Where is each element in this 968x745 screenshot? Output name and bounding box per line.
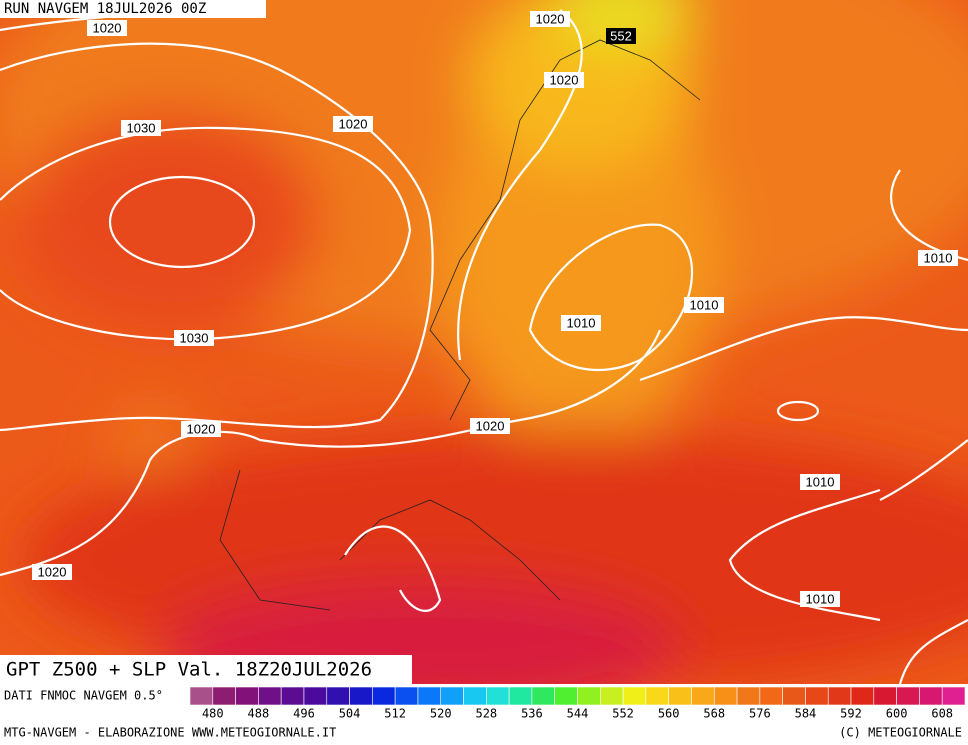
isobar-label: 1010 xyxy=(806,591,835,606)
colorbar-swatch xyxy=(212,686,236,706)
colorbar-tick-label: 544 xyxy=(567,707,589,721)
isobar-label: 1010 xyxy=(924,250,953,265)
colorbar-swatch xyxy=(599,686,624,706)
colorbar-tick-label: 576 xyxy=(749,707,771,721)
isobar-label: 1020 xyxy=(187,421,216,436)
colorbar-tick-label: 520 xyxy=(430,707,452,721)
colorbar-swatch xyxy=(713,686,738,706)
isobar-label: 1030 xyxy=(180,330,209,345)
run-header: RUN NAVGEM 18JUL2026 00Z xyxy=(4,1,206,17)
colorbar-tick-label: 496 xyxy=(293,707,315,721)
colorbar-swatch xyxy=(805,686,829,706)
colorbar-tick-label: 608 xyxy=(931,707,953,721)
colorbar-swatch xyxy=(645,686,669,706)
colorbar-swatch xyxy=(280,686,305,706)
colorbar-swatch xyxy=(189,686,214,706)
colorbar-tick-label: 512 xyxy=(384,707,406,721)
isobar-label: 1020 xyxy=(38,564,67,579)
colorbar-tick-label: 584 xyxy=(795,707,817,721)
colorbar-swatch xyxy=(827,686,852,706)
colorbar-swatch xyxy=(668,686,692,706)
colorbar-swatch xyxy=(486,686,510,706)
isobar-label: 1020 xyxy=(93,20,122,35)
footer-left: MTG-NAVGEM - ELABORAZIONE WWW.METEOGIORN… xyxy=(4,726,336,740)
colorbar-swatch xyxy=(577,686,601,706)
isobar-label: 1030 xyxy=(127,120,156,135)
colorbar-tick-label: 568 xyxy=(703,707,725,721)
map: 1020 1020 552 1020 1020 1030 1010 1010 1… xyxy=(0,0,968,684)
colorbar-tick-label: 504 xyxy=(339,707,361,721)
isobar-label: 552 xyxy=(610,28,632,43)
colorbar-swatch xyxy=(850,686,875,706)
isobar-label: 1020 xyxy=(550,72,579,87)
colorbar-tick-label: 480 xyxy=(202,707,224,721)
colorbar-swatch xyxy=(896,686,920,706)
footer-right: (C) METEOGIORNALE xyxy=(839,726,962,740)
colorbar-tick-label: 488 xyxy=(248,707,270,721)
colorbar-swatch xyxy=(531,686,556,706)
isobar-label: 1020 xyxy=(536,11,565,26)
colorbar-swatch xyxy=(782,686,806,706)
colorbar-swatch xyxy=(372,686,396,706)
isobar-label: 1010 xyxy=(690,297,719,312)
map-title: GPT Z500 + SLP Val. 18Z20JUL2026 xyxy=(6,659,372,681)
colorbar-swatch xyxy=(759,686,783,706)
colorbar-tick-label: 560 xyxy=(658,707,680,721)
colorbar-swatch xyxy=(235,686,259,706)
colorbar-swatch xyxy=(508,686,533,706)
colorbar-tick-label: 552 xyxy=(612,707,634,721)
isobar-label: 1010 xyxy=(567,315,596,330)
colorbar-swatch xyxy=(736,686,761,706)
coastline xyxy=(219,39,701,611)
colorbar-tick-label: 600 xyxy=(886,707,908,721)
colorbar-tick-label: 528 xyxy=(475,707,497,721)
colorbar-swatch xyxy=(326,686,350,706)
isobar-label: 1010 xyxy=(806,474,835,489)
colorbar-swatch xyxy=(349,686,373,706)
colorbar-swatch xyxy=(303,686,328,706)
colorbar-swatch xyxy=(463,686,487,706)
colorbar-source: DATI FNMOC NAVGEM 0.5° xyxy=(4,689,163,703)
colorbar-swatch xyxy=(919,686,943,706)
colorbar-tick-label: 536 xyxy=(521,707,543,721)
colorbar-swatch xyxy=(691,686,715,706)
isobar-label: 1020 xyxy=(476,418,505,433)
colorbar-swatch xyxy=(394,686,419,706)
colorbar-swatch xyxy=(554,686,578,706)
colorbar-swatch xyxy=(258,686,282,706)
isobar-labels: 1020 1020 552 1020 1020 1030 1010 1010 1… xyxy=(32,11,958,607)
colorbar-swatch xyxy=(417,686,442,706)
colorbar-swatch xyxy=(622,686,647,706)
colorbar-tick-label: 592 xyxy=(840,707,862,721)
colorbar-swatch xyxy=(873,686,897,706)
colorbar: 480 488 496 504 512 520 528 536 544 552 560 568 576 5… xyxy=(189,686,966,721)
isobar-label: 1020 xyxy=(339,116,368,131)
colorbar-swatch xyxy=(941,686,966,706)
colorbar-swatch xyxy=(440,686,464,706)
